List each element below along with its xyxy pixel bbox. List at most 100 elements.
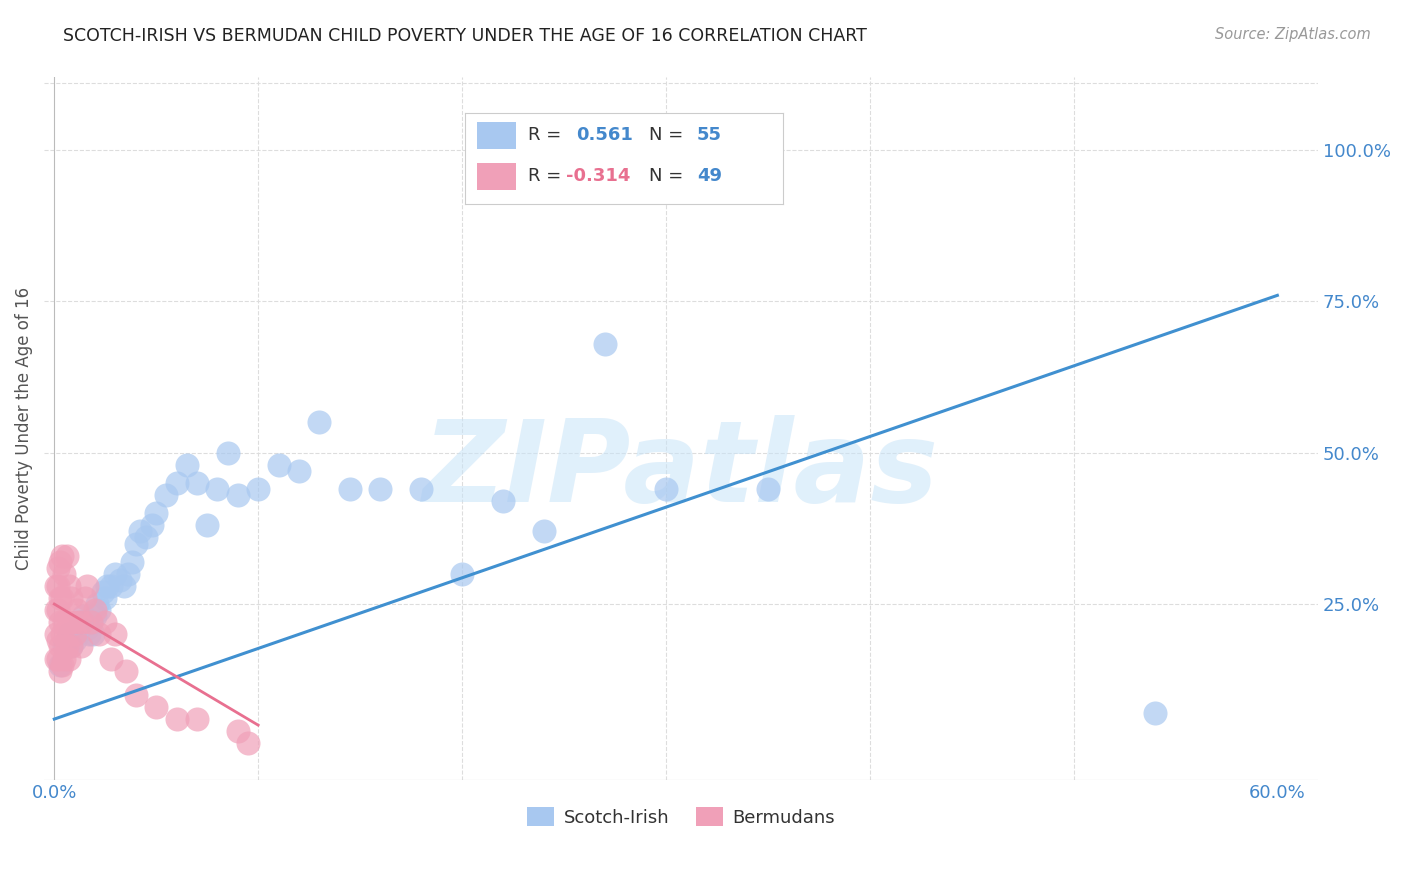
Point [53, 615, 76, 630]
Point [155, 488, 177, 502]
Point [94, 615, 117, 630]
Point [49, 657, 72, 672]
Point [51, 657, 73, 672]
Point [62, 615, 84, 630]
Point [112, 579, 135, 593]
Point [370, 482, 392, 496]
Point [72, 609, 94, 624]
Point [63, 627, 86, 641]
Point [411, 482, 433, 496]
Point [114, 664, 136, 678]
Point [166, 712, 188, 726]
Point [145, 700, 167, 714]
Point [593, 336, 616, 351]
Point [51, 627, 73, 641]
Text: ZIPatlas: ZIPatlas [423, 415, 939, 526]
Point [86, 597, 108, 611]
Point [58, 579, 80, 593]
Point [80, 615, 103, 630]
Point [67, 621, 90, 635]
Point [533, 524, 555, 539]
Point [69, 615, 91, 630]
Point [49, 591, 72, 605]
Point [226, 724, 249, 739]
Text: SCOTCH-IRISH VS BERMUDAN CHILD POVERTY UNDER THE AGE OF 16 CORRELATION CHART: SCOTCH-IRISH VS BERMUDAN CHILD POVERTY U… [63, 27, 868, 45]
Point [55, 640, 77, 654]
Point [186, 712, 208, 726]
Point [451, 566, 474, 581]
Point [51, 549, 73, 563]
Point [117, 566, 139, 581]
Legend: Scotch-Irish, Bermudans: Scotch-Irish, Bermudans [520, 800, 842, 834]
Point [49, 615, 72, 630]
Point [145, 506, 167, 520]
Point [77, 627, 100, 641]
Point [104, 566, 127, 581]
Point [45, 579, 67, 593]
Point [53, 566, 76, 581]
Point [1144, 706, 1167, 720]
Point [308, 416, 330, 430]
Point [67, 615, 90, 630]
Point [186, 475, 208, 490]
Point [59, 591, 82, 605]
Point [125, 688, 148, 702]
Point [91, 585, 114, 599]
Point [195, 518, 218, 533]
Point [76, 621, 98, 635]
Point [53, 640, 76, 654]
Point [49, 664, 72, 678]
Point [89, 603, 111, 617]
Point [121, 555, 143, 569]
Point [756, 482, 779, 496]
Point [55, 549, 77, 563]
Y-axis label: Child Poverty Under the Age of 16: Child Poverty Under the Age of 16 [15, 287, 32, 570]
Point [129, 524, 152, 539]
Point [48, 603, 70, 617]
Point [62, 627, 84, 641]
Point [84, 609, 107, 624]
Point [89, 627, 111, 641]
Point [48, 651, 70, 665]
Point [104, 627, 127, 641]
Point [45, 603, 67, 617]
Point [166, 475, 188, 490]
Point [226, 488, 249, 502]
Point [100, 579, 122, 593]
Point [48, 560, 70, 574]
Point [48, 633, 70, 648]
Point [59, 640, 82, 654]
Point [69, 640, 91, 654]
Point [135, 531, 157, 545]
Point [247, 482, 270, 496]
Point [236, 736, 259, 750]
Point [59, 640, 82, 654]
Point [339, 482, 361, 496]
Point [72, 615, 94, 630]
Point [84, 603, 107, 617]
Point [217, 446, 239, 460]
Point [53, 651, 76, 665]
Point [49, 555, 72, 569]
Point [207, 482, 229, 496]
Point [492, 494, 515, 508]
Point [655, 482, 678, 496]
Point [125, 536, 148, 550]
Text: Source: ZipAtlas.com: Source: ZipAtlas.com [1215, 27, 1371, 42]
Point [76, 579, 98, 593]
Point [288, 464, 311, 478]
Point [63, 633, 86, 648]
Point [45, 651, 67, 665]
Point [45, 627, 67, 641]
Point [48, 579, 70, 593]
Point [80, 615, 103, 630]
Point [66, 603, 89, 617]
Point [267, 458, 290, 472]
Point [49, 640, 72, 654]
Point [100, 651, 122, 665]
Point [51, 591, 73, 605]
Point [58, 651, 80, 665]
Point [94, 591, 117, 605]
Point [58, 627, 80, 641]
Point [141, 518, 163, 533]
